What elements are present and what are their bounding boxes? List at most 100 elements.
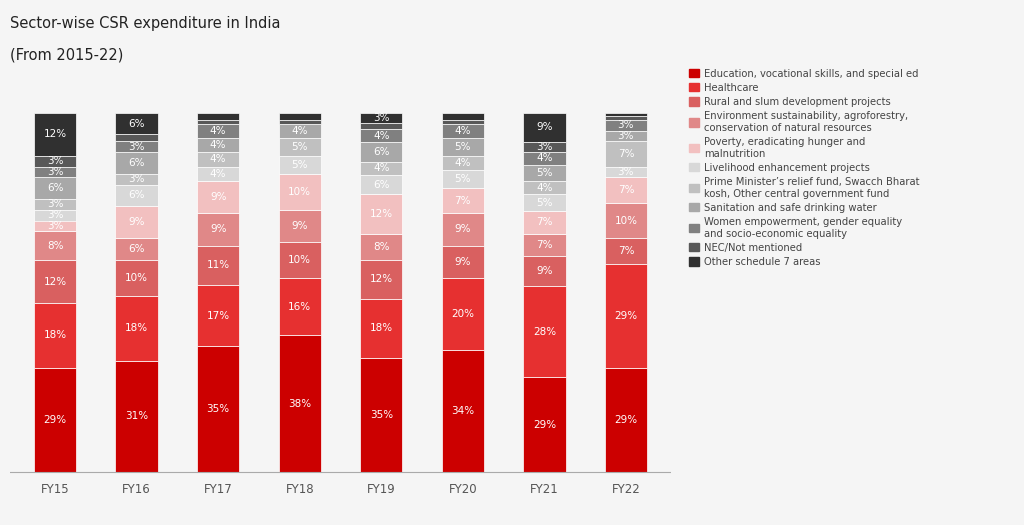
- Text: 18%: 18%: [370, 323, 393, 333]
- Bar: [523, 152, 565, 165]
- Text: 4%: 4%: [537, 183, 553, 193]
- Bar: [34, 156, 77, 166]
- Bar: [523, 256, 565, 286]
- Bar: [116, 174, 158, 185]
- Text: 8%: 8%: [373, 242, 389, 251]
- Text: FY16: FY16: [122, 482, 151, 496]
- Bar: [360, 299, 402, 358]
- Text: 6%: 6%: [128, 191, 144, 201]
- Text: 3%: 3%: [47, 221, 63, 231]
- Text: 5%: 5%: [292, 142, 308, 152]
- Text: 3%: 3%: [617, 131, 634, 141]
- Text: 4%: 4%: [210, 125, 226, 135]
- Text: 5%: 5%: [292, 160, 308, 170]
- Bar: [523, 286, 565, 377]
- Bar: [360, 122, 402, 129]
- Bar: [197, 113, 240, 120]
- Text: 3%: 3%: [47, 200, 63, 209]
- Text: 18%: 18%: [125, 323, 148, 333]
- Text: 20%: 20%: [452, 309, 474, 319]
- Bar: [197, 213, 240, 246]
- Text: 10%: 10%: [614, 215, 637, 226]
- Bar: [605, 141, 647, 166]
- Text: 3%: 3%: [373, 113, 389, 123]
- Bar: [197, 123, 240, 138]
- Text: FY17: FY17: [204, 482, 232, 496]
- Text: 7%: 7%: [617, 149, 634, 159]
- Bar: [441, 170, 484, 188]
- Bar: [116, 134, 158, 141]
- Text: 4%: 4%: [210, 140, 226, 150]
- Bar: [605, 120, 647, 131]
- Bar: [34, 113, 77, 156]
- Text: 12%: 12%: [44, 277, 67, 287]
- Bar: [279, 242, 321, 278]
- Bar: [360, 113, 402, 122]
- Text: 6%: 6%: [47, 183, 63, 193]
- Text: 29%: 29%: [44, 415, 67, 425]
- Text: 3%: 3%: [537, 142, 553, 152]
- Text: (From 2015-22): (From 2015-22): [10, 47, 124, 62]
- Bar: [279, 278, 321, 335]
- Text: 9%: 9%: [128, 217, 144, 227]
- Text: 3%: 3%: [617, 120, 634, 130]
- Text: 5%: 5%: [537, 197, 553, 207]
- Bar: [34, 199, 77, 209]
- Text: 29%: 29%: [614, 311, 637, 321]
- Text: 6%: 6%: [128, 158, 144, 168]
- Text: 5%: 5%: [455, 174, 471, 184]
- Text: 12%: 12%: [44, 129, 67, 139]
- Bar: [197, 246, 240, 285]
- Bar: [197, 166, 240, 181]
- Bar: [116, 238, 158, 260]
- Text: 4%: 4%: [455, 158, 471, 168]
- Text: 10%: 10%: [288, 187, 311, 197]
- Bar: [605, 131, 647, 141]
- Bar: [360, 162, 402, 175]
- Text: 3%: 3%: [128, 174, 144, 184]
- Bar: [441, 188, 484, 213]
- Text: 18%: 18%: [44, 330, 67, 340]
- Text: 4%: 4%: [537, 153, 553, 163]
- Text: 3%: 3%: [128, 142, 144, 152]
- Bar: [197, 285, 240, 346]
- Bar: [605, 203, 647, 238]
- Bar: [605, 177, 647, 203]
- Text: Sector-wise CSR expenditure in India: Sector-wise CSR expenditure in India: [10, 16, 281, 31]
- Text: 4%: 4%: [373, 131, 389, 141]
- Text: 9%: 9%: [537, 266, 553, 276]
- Bar: [523, 377, 565, 472]
- Bar: [360, 234, 402, 260]
- Bar: [279, 120, 321, 123]
- Text: 6%: 6%: [128, 244, 144, 254]
- Bar: [523, 181, 565, 194]
- Bar: [279, 123, 321, 138]
- Bar: [197, 346, 240, 472]
- Bar: [360, 142, 402, 162]
- Text: 7%: 7%: [537, 217, 553, 227]
- Bar: [441, 113, 484, 120]
- Bar: [34, 232, 77, 260]
- Text: 16%: 16%: [288, 302, 311, 312]
- Bar: [523, 165, 565, 181]
- Text: FY15: FY15: [41, 482, 70, 496]
- Bar: [34, 209, 77, 220]
- Text: 9%: 9%: [210, 192, 226, 202]
- Text: 38%: 38%: [288, 398, 311, 408]
- Text: 3%: 3%: [47, 210, 63, 220]
- Bar: [279, 156, 321, 174]
- Bar: [523, 142, 565, 152]
- Bar: [34, 303, 77, 368]
- Text: 3%: 3%: [47, 167, 63, 177]
- Text: 9%: 9%: [537, 122, 553, 132]
- Text: 5%: 5%: [455, 142, 471, 152]
- Text: 9%: 9%: [210, 225, 226, 235]
- Bar: [441, 123, 484, 138]
- Bar: [116, 152, 158, 174]
- Bar: [34, 260, 77, 303]
- Bar: [279, 174, 321, 209]
- Bar: [116, 361, 158, 472]
- Text: 9%: 9%: [455, 257, 471, 267]
- Text: 17%: 17%: [207, 311, 229, 321]
- Text: 9%: 9%: [455, 225, 471, 235]
